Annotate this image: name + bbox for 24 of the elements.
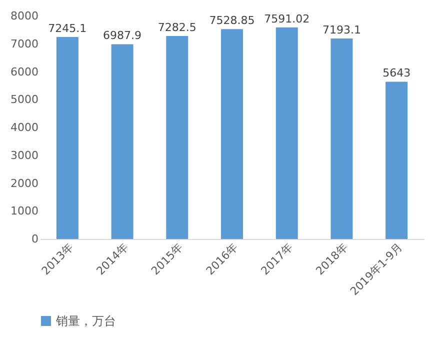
y-tick-label: 6000 (10, 65, 38, 78)
bar (111, 44, 134, 239)
data-label: 7245.1 (48, 22, 87, 36)
bar (276, 27, 298, 239)
bar (166, 36, 188, 239)
data-label: 5643 (382, 66, 411, 80)
data-label: 7282.5 (158, 21, 196, 34)
bar (221, 29, 243, 239)
bar (56, 37, 78, 239)
y-tick-label: 2000 (10, 176, 38, 190)
legend-label: 销量，万台 (55, 314, 116, 328)
bar (330, 38, 353, 239)
data-label: 7528.85 (209, 14, 255, 28)
y-tick-label: 7000 (10, 37, 38, 50)
data-label: 7193.1 (322, 23, 361, 36)
y-tick-label: 5000 (10, 93, 38, 106)
data-label: 6987.9 (103, 29, 142, 42)
y-tick-label: 4000 (10, 121, 38, 134)
y-tick-label: 0 (32, 232, 38, 246)
y-tick-label: 8000 (10, 10, 38, 22)
data-label: 7591.02 (264, 12, 310, 26)
y-tick-label: 1000 (10, 204, 38, 218)
bar (386, 82, 408, 239)
y-tick-label: 3000 (10, 148, 38, 162)
